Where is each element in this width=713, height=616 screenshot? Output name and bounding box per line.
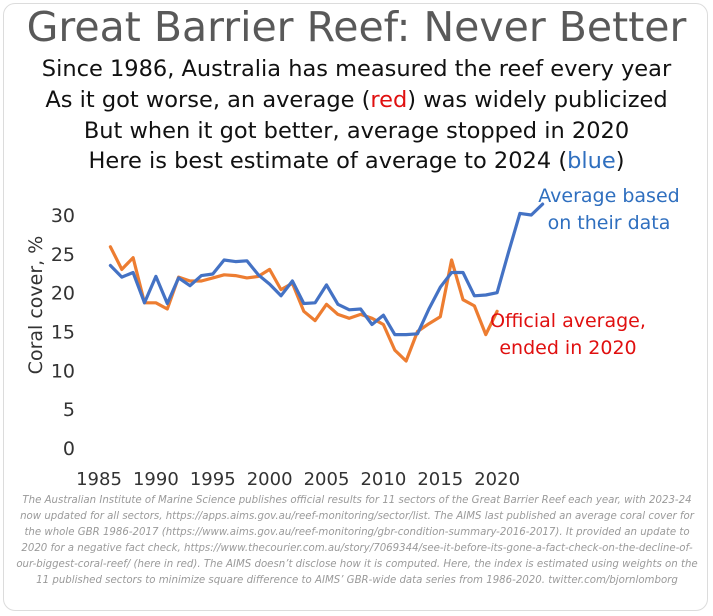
y-tick-label: 0 — [63, 438, 75, 460]
x-tick-label: 2010 — [360, 469, 406, 490]
chart-title: Great Barrier Reef: Never Better — [26, 3, 687, 51]
y-tick-label: 10 — [51, 360, 75, 382]
x-tick-label: 1985 — [76, 469, 122, 490]
y-tick-label: 30 — [51, 205, 75, 227]
official-average-label: Official average, — [490, 310, 646, 332]
y-tick-label: 5 — [63, 399, 75, 421]
x-tick-label: 2000 — [247, 469, 293, 490]
subtitle-blue-word: blue — [567, 148, 616, 174]
subtitle-line-4: Here is best estimate of average to 2024… — [0, 146, 713, 176]
y-tick-label: 25 — [51, 244, 75, 266]
y-tick-label: 15 — [51, 322, 75, 344]
x-tick-label: 1995 — [190, 469, 236, 490]
coral-cover-chart: 0 5 10 15 20 25 30 1985 1990 1995 2000 2005 2010 2015… — [25, 185, 680, 490]
estimate-average-label: Average based — [538, 185, 679, 207]
subtitle-line-3: But when it got better, average stopped … — [83, 118, 630, 144]
subtitle-line-4-post: ) — [615, 148, 625, 174]
subtitle-line-4-pre: Here is best estimate of average to 2024… — [88, 148, 568, 174]
card-frame — [3, 3, 708, 611]
subtitle-red-word: red — [370, 87, 408, 113]
y-tick-label: 20 — [51, 283, 75, 305]
subtitle-line-2-post: ) was widely publicized — [407, 87, 668, 113]
x-tick-label: 2020 — [474, 469, 520, 490]
footnote: The Australian Institute of Marine Scien… — [16, 495, 698, 586]
x-tick-label: 1990 — [133, 469, 179, 490]
subtitle-line-1: Since 1986, Australia has measured the r… — [41, 56, 672, 82]
subtitle-line-2: As it got worse, an average (red) was wi… — [0, 85, 713, 115]
estimate-average-label: on their data — [548, 212, 671, 234]
x-tick-label: 2005 — [304, 469, 350, 490]
official-average-label: ended in 2020 — [499, 337, 636, 359]
x-tick-label: 2015 — [417, 469, 463, 490]
series-line-1 — [108, 202, 545, 337]
subtitle-line-2-pre: As it got worse, an average ( — [45, 87, 371, 113]
y-axis-label: Coral cover, % — [25, 236, 47, 375]
